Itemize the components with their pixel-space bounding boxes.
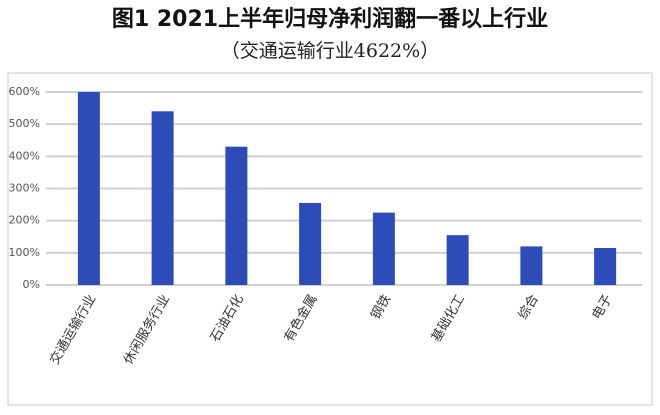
chart-title: 图1 2021上半年归母净利润翻一番以上行业: [112, 6, 548, 32]
y-tick-label: 200%: [9, 214, 40, 227]
chart-subtitle: （交通运输行业4622%）: [221, 40, 439, 62]
bar: [446, 235, 469, 285]
x-tick-label: 钢铁: [368, 292, 394, 322]
x-tick-label: 电子: [590, 292, 616, 322]
y-tick-label: 0%: [23, 278, 40, 291]
x-tick-label: 休闲服务行业: [120, 292, 173, 368]
x-tick-label: 交通运输行业: [47, 292, 100, 368]
chart-frame: [7, 72, 653, 406]
bar: [77, 92, 100, 285]
bar: [225, 146, 248, 285]
bar: [372, 212, 395, 285]
x-tick-label: 有色金属: [281, 292, 321, 345]
y-tick-label: 500%: [9, 117, 40, 130]
x-tick-label: 基础化工: [429, 292, 468, 345]
y-tick-label: 100%: [9, 246, 40, 259]
bar: [151, 111, 174, 285]
bar: [520, 246, 543, 285]
bar: [299, 202, 322, 285]
x-tick-label: 石油石化: [208, 292, 247, 345]
y-tick-label: 400%: [9, 149, 40, 162]
x-tick-label: 综合: [516, 292, 542, 322]
bar: [594, 248, 617, 285]
y-tick-label: 600%: [9, 85, 40, 98]
y-tick-label: 300%: [9, 182, 40, 195]
